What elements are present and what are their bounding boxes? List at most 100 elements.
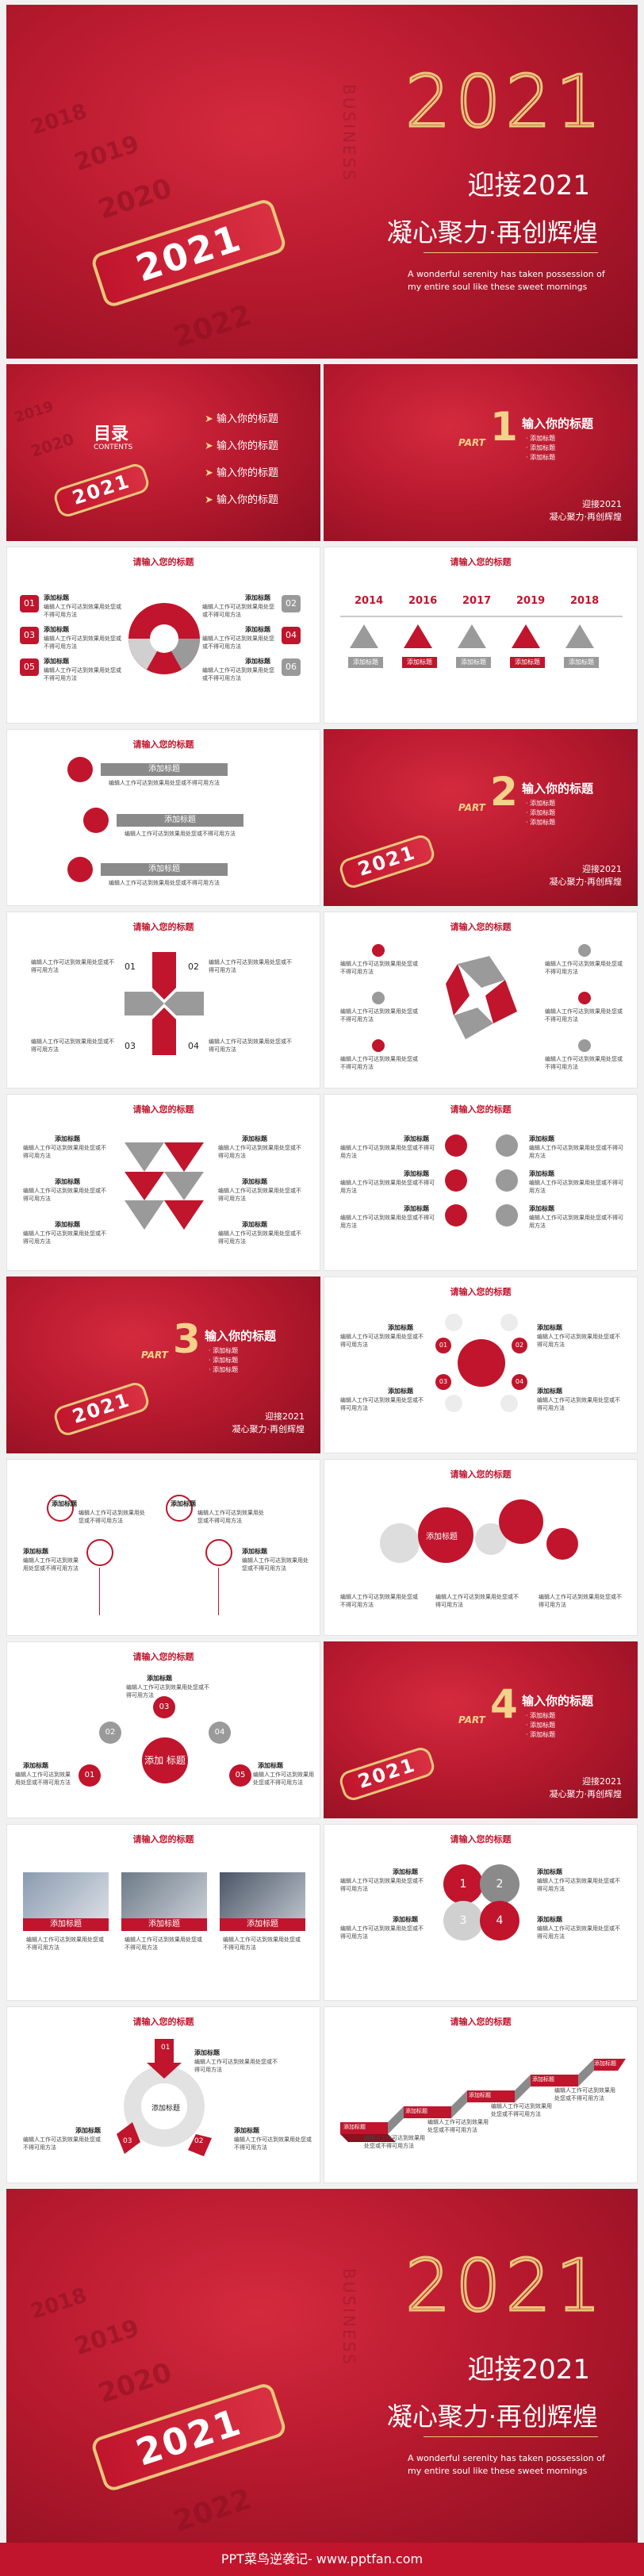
- year-ring-2022: 2022: [170, 298, 256, 355]
- circle-3: 3: [443, 1901, 483, 1941]
- people-icon: [166, 1495, 193, 1522]
- slide-title: 请输入您的标题: [450, 2017, 512, 2027]
- cover-divider: [424, 252, 598, 253]
- item-body: 编辑人工作可达到效果用处您或不得可用方法: [340, 1397, 424, 1411]
- bar-title: 添加标题: [101, 763, 228, 776]
- cross-graphic: [125, 952, 204, 1055]
- item-body: 编辑人工作可达到效果用处您或不得可用方法: [202, 667, 274, 681]
- photo-body: 编辑人工作可达到效果用处您或不得可用方法: [26, 1937, 104, 1951]
- num-circle-05: 05: [229, 1764, 251, 1787]
- part-line: · 添加标题: [526, 1722, 556, 1729]
- item-title: 添加标题: [529, 1170, 554, 1177]
- quadrant-slide[interactable]: 请输入您的标题 01 02 03 04 编辑人工作可达到效果用处您或不得可用方法…: [6, 912, 320, 1088]
- item-body: 编辑人工作可达到效果用处您或不得可用方法: [537, 1334, 620, 1348]
- slide-title: 请输入您的标题: [132, 1652, 194, 1662]
- item-title: 添加标题: [388, 1388, 413, 1395]
- staircase-slide[interactable]: 请输入您的标题 添加标题 添加标题 添加标题 添加标题 添加标题 编辑人工作可达…: [324, 2006, 638, 2183]
- toc-item-1[interactable]: ➤ 输入你的标题: [205, 413, 279, 425]
- stair-label: 添加标题: [343, 2124, 366, 2130]
- item-title: 添加标题: [52, 1500, 77, 1507]
- triangle-fan-slide[interactable]: 请输入您的标题 添加标题 编辑人工作可达到效果用处您或不得可用方法 添加标题 编…: [6, 1094, 320, 1271]
- bar-body: 编辑人工作可达到效果用处您或不得可用方法: [109, 880, 220, 886]
- hexagon-cycle-slide[interactable]: 请输入您的标题 编辑人工作可达到效果用处您或不得可用方法 编辑人工作可达到效果用…: [324, 912, 638, 1088]
- year-ring-2018: 2018: [28, 99, 90, 140]
- circular-arrows-slide[interactable]: 请输入您的标题 添加标题 01 03 02 添加标题 编辑人工作可达到效果用处您…: [6, 2006, 320, 2183]
- timeline-label: 添加标题: [456, 657, 491, 668]
- slide-title: 请输入您的标题: [450, 557, 512, 567]
- slide-title: 请输入您的标题: [450, 1104, 512, 1115]
- num-circle-04: 04: [512, 1374, 527, 1390]
- item-title: 添加标题: [23, 1762, 48, 1769]
- car-icon: [445, 1204, 467, 1227]
- year-ring-2022: 2022: [170, 2482, 256, 2539]
- part-year-badge: 2021: [337, 832, 437, 891]
- photo-placeholder: [121, 1872, 207, 1918]
- part-3-slide[interactable]: 2021 PART 3 输入你的标题 · 添加标题 · 添加标题 · 添加标题 …: [6, 1276, 320, 1453]
- item-body: 编辑人工作可达到效果用处您或不得可用方法: [340, 1180, 435, 1194]
- stair-body: 编辑人工作可达到效果用处您或不得可用方法: [427, 2119, 489, 2133]
- item-body: 编辑人工作可达到效果用处您或不得可用方法: [218, 1145, 301, 1159]
- toc-item-2[interactable]: ➤ 输入你的标题: [205, 440, 279, 452]
- cover-english: A wonderful serenity has taken possessio…: [408, 269, 605, 292]
- bulb-icon: [372, 944, 385, 957]
- part-label: PART: [458, 437, 485, 448]
- photo-caption: 添加标题: [121, 1918, 207, 1931]
- site-footer[interactable]: PPT菜鸟逆袭记- www.pptfan.com: [0, 2543, 644, 2576]
- four-circles-slide[interactable]: 请输入您的标题 1 2 3 4 添加标题 编辑人工作可达到效果用处您或不得可用方…: [324, 1824, 638, 2001]
- item-body: 编辑人工作可达到效果用处您或不得可用方法: [218, 1188, 301, 1202]
- people-icon: [445, 1169, 467, 1192]
- pie-ring-slide[interactable]: 请输入您的标题 01 03 05 02 04 06 添加标题 编辑人工作可达到效…: [6, 547, 320, 724]
- item-body: 编辑人工作可达到效果用处您或不得可用方法: [340, 1878, 424, 1892]
- chart-icon: [67, 757, 93, 782]
- ring-circle: [500, 1395, 518, 1412]
- photo-grid-slide[interactable]: 请输入您的标题 添加标题 添加标题 添加标题 编辑人工作可达到效果用处您或不得可…: [6, 1824, 320, 2001]
- toc-subtitle: CONTENTS: [94, 443, 133, 451]
- cycle-body: 编辑人工作可达到效果用处您或不得可用方法: [545, 1056, 623, 1070]
- arrow-num: 01: [161, 2044, 171, 2052]
- item-body: 编辑人工作可达到效果用处您或不得可用方法: [44, 604, 121, 618]
- item-body: 编辑人工作可达到效果用处您或不得可用方法: [194, 2059, 278, 2073]
- stair-label: 添加标题: [532, 2076, 554, 2083]
- cover-slide[interactable]: 2018 2019 2020 2022 2021 BUSINESS 2021 迎…: [6, 5, 638, 359]
- computer-icon: [47, 1495, 74, 1522]
- item-body: 编辑人工作可达到效果用处您或不得可用方法: [340, 1334, 424, 1348]
- center-circle-slide[interactable]: 请输入您的标题 添加 标题 01 02 03 04 05 添加标题 编辑人工作可…: [6, 1641, 320, 1818]
- flower-circle-slide[interactable]: 请输入您的标题 01 02 03 04 添加标题 编辑人工作可达到效果用处您或不…: [324, 1276, 638, 1453]
- part-2-slide[interactable]: 2021 PART 2 输入你的标题 · 添加标题 · 添加标题 · 添加标题 …: [324, 729, 638, 906]
- timeline-slide[interactable]: 请输入您的标题 2014 2016 2017 2019 2018 添加标题 添加…: [324, 547, 638, 724]
- gear-icon: [418, 1507, 473, 1563]
- user-icon: [578, 944, 591, 957]
- gear-body: 编辑人工作可达到效果用处您或不得可用方法: [539, 1594, 622, 1608]
- cover-english: A wonderful serenity has taken possessio…: [408, 2453, 605, 2476]
- photo-placeholder: [23, 1872, 109, 1918]
- icon-circles-slide[interactable]: 请输入您的标题 添加标题 编辑人工作可达到效果用处您或不得可用方法 添加标题 编…: [324, 1094, 638, 1271]
- gears-slide[interactable]: 请输入您的标题 添加标题 编辑人工作可达到效果用处您或不得可用方法 编辑人工作可…: [324, 1459, 638, 1636]
- part-1-slide[interactable]: PART 1 输入你的标题 · 添加标题 · 添加标题 · 添加标题 迎接202…: [324, 364, 638, 541]
- item-title: 添加标题: [258, 1762, 283, 1769]
- part-4-slide[interactable]: 2021 PART 4 输入你的标题 · 添加标题 · 添加标题 · 添加标题 …: [324, 1641, 638, 1818]
- item-body: 编辑人工作可达到效果用处您或不得可用方法: [242, 1557, 309, 1572]
- closing-slide[interactable]: 2018 2019 2020 2022 2021 BUSINESS 2021 迎…: [6, 2189, 638, 2543]
- item-body: 编辑人工作可达到效果用处您或不得可用方法: [529, 1180, 623, 1194]
- part-footer-2: 凝心聚力·再创辉煌: [549, 1789, 623, 1799]
- toc-item-4[interactable]: ➤ 输入你的标题: [205, 494, 279, 506]
- item-body: 编辑人工作可达到效果用处您或不得可用方法: [340, 1925, 424, 1940]
- tree-line: [99, 1568, 100, 1615]
- ring-circle: [445, 1314, 462, 1331]
- toc-year-badge: 2021: [52, 461, 151, 520]
- part-footer-1: 迎接2021: [265, 1411, 305, 1422]
- stair-body: 编辑人工作可达到效果用处您或不得可用方法: [554, 2087, 615, 2102]
- toc-title: 目录: [94, 424, 129, 444]
- toc-slide[interactable]: 2019 2020 2021 目录 CONTENTS ➤ 输入你的标题 ➤ 输入…: [6, 364, 320, 541]
- quad-num: 02: [188, 962, 199, 972]
- slide-title: 请输入您的标题: [450, 1469, 512, 1480]
- part-line: · 添加标题: [209, 1366, 239, 1373]
- year-ring-2020: 2020: [94, 172, 176, 226]
- icon-bars-slide[interactable]: 请输入您的标题 添加标题 编辑人工作可达到效果用处您或不得可用方法 添加标题 编…: [6, 729, 320, 906]
- item-title: 添加标题: [234, 2127, 259, 2134]
- hex-tree-slide[interactable]: 添加标题 编辑人工作可达到效果用处您或不得可用方法 添加标题 编辑人工作可达到效…: [6, 1459, 320, 1636]
- part-line: · 添加标题: [209, 1347, 239, 1354]
- toc-item-3[interactable]: ➤ 输入你的标题: [205, 467, 279, 479]
- cover-subtitle: 凝心聚力·再创辉煌: [386, 2401, 598, 2432]
